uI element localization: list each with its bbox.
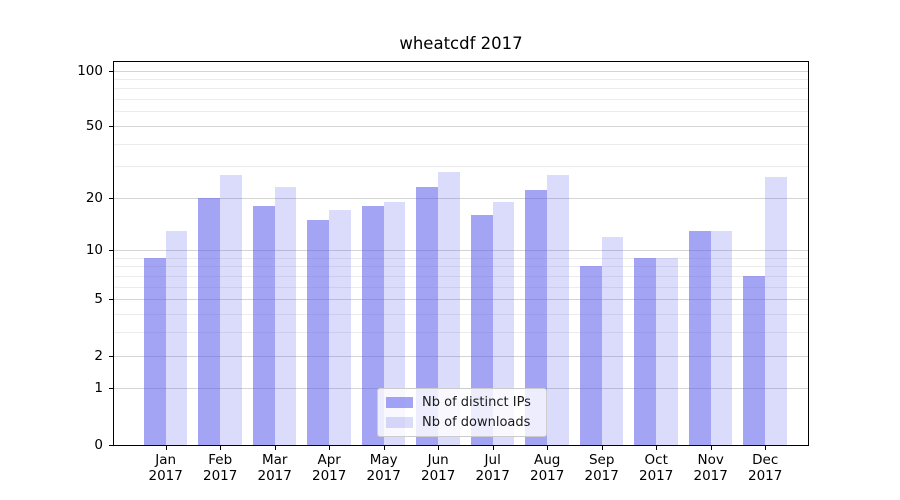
gridline-minor-80 (114, 88, 808, 90)
x-axis-tick-may (383, 446, 385, 450)
bar-distinct-ips-mar (252, 205, 275, 446)
x-axis-tick-nov (710, 446, 712, 450)
x-axis-tick-feb (220, 446, 222, 450)
gridline-major-5 (114, 299, 808, 301)
y-axis-tick-20 (109, 197, 113, 199)
legend-label-distinct-ips: Nb of distinct IPs (422, 394, 531, 410)
legend-swatch-distinct-ips (386, 397, 413, 408)
bar-downloads-may (383, 201, 406, 446)
x-axis-tick-jun (438, 446, 440, 450)
legend: Nb of distinct IPs Nb of downloads (377, 388, 547, 437)
bar-downloads-oct (656, 257, 678, 446)
gridline-major-100 (114, 70, 808, 72)
chart-title: wheatcdf 2017 (399, 34, 523, 53)
x-axis-tick-dec (765, 446, 767, 450)
bar-distinct-ips-nov (688, 230, 711, 446)
x-axis-label-nov: Nov 2017 (693, 452, 728, 484)
y-axis-label-10: 10 (85, 242, 103, 259)
y-axis-label-5: 5 (94, 291, 103, 308)
x-axis-tick-sep (601, 446, 603, 450)
bar-downloads-apr (329, 210, 351, 446)
x-axis-tick-aug (547, 446, 549, 450)
x-axis-label-may: May 2017 (366, 452, 401, 484)
y-axis-label-2: 2 (94, 347, 103, 364)
gridline-minor-8 (114, 266, 808, 268)
y-axis-label-0: 0 (94, 436, 103, 453)
x-axis-tick-mar (274, 446, 276, 450)
legend-label-downloads: Nb of downloads (422, 414, 531, 430)
y-axis-tick-0 (109, 444, 113, 446)
legend-swatch-downloads (386, 417, 413, 428)
bar-distinct-ips-aug (525, 190, 548, 446)
bar-downloads-feb (220, 174, 242, 446)
x-axis-label-mar: Mar 2017 (257, 452, 292, 484)
y-axis-label-1: 1 (94, 380, 103, 397)
x-axis-label-aug: Aug 2017 (530, 452, 565, 484)
gridline-minor-60 (114, 111, 808, 113)
x-axis-label-dec: Dec 2017 (748, 452, 783, 484)
x-axis-label-feb: Feb 2017 (203, 452, 238, 484)
bar-distinct-ips-sep (579, 266, 602, 446)
bar-downloads-jul (492, 201, 515, 446)
bar-distinct-ips-feb (198, 197, 221, 446)
bar-distinct-ips-jan (143, 257, 166, 446)
legend-entry-distinct-ips: Nb of distinct IPs (386, 395, 538, 411)
gridline-minor-90 (114, 78, 808, 80)
y-axis-tick-10 (109, 250, 113, 252)
x-axis-label-sep: Sep 2017 (584, 452, 619, 484)
gridline-major-10 (114, 250, 808, 252)
gridline-minor-3 (114, 332, 808, 334)
y-axis-tick-1 (109, 388, 113, 390)
gridline-major-20 (114, 197, 808, 199)
bar-distinct-ips-oct (634, 257, 657, 446)
bar-downloads-sep (601, 236, 624, 446)
x-axis-label-apr: Apr 2017 (312, 452, 347, 484)
x-axis-tick-oct (656, 446, 658, 450)
gridline-minor-9 (114, 257, 808, 259)
bar-downloads-jan (165, 230, 188, 446)
bar-downloads-mar (274, 187, 297, 446)
y-axis-tick-100 (109, 70, 113, 72)
y-axis-tick-2 (109, 355, 113, 357)
x-axis-label-jul: Jul 2017 (475, 452, 510, 484)
y-axis-tick-5 (109, 299, 113, 301)
bar-downloads-dec (765, 177, 787, 446)
x-axis-label-jan: Jan 2017 (148, 452, 183, 484)
y-axis-label-20: 20 (85, 189, 103, 206)
bar-distinct-ips-dec (743, 276, 766, 446)
bar-downloads-jun (438, 171, 460, 446)
gridline-minor-70 (114, 99, 808, 101)
x-axis-label-oct: Oct 2017 (639, 452, 674, 484)
bar-distinct-ips-apr (307, 219, 330, 446)
gridline-minor-30 (114, 166, 808, 168)
y-axis-label-100: 100 (77, 62, 103, 79)
gridline-major-50 (114, 125, 808, 127)
gridline-minor-6 (114, 286, 808, 288)
gridline-minor-40 (114, 143, 808, 145)
bar-distinct-ips-jun (416, 187, 439, 446)
legend-entry-downloads: Nb of downloads (386, 415, 538, 431)
gridline-major-2 (114, 355, 808, 357)
gridline-minor-7 (114, 276, 808, 277)
bar-downloads-aug (547, 174, 569, 446)
y-axis-label-50: 50 (85, 117, 103, 134)
x-axis-tick-apr (329, 446, 331, 450)
bar-downloads-nov (710, 230, 733, 446)
x-axis-tick-jan (165, 446, 167, 450)
gridline-minor-4 (114, 314, 808, 316)
x-axis-tick-jul (492, 446, 494, 450)
y-axis-tick-50 (109, 125, 113, 127)
x-axis-label-jun: Jun 2017 (421, 452, 456, 484)
bar-distinct-ips-may (361, 205, 384, 446)
